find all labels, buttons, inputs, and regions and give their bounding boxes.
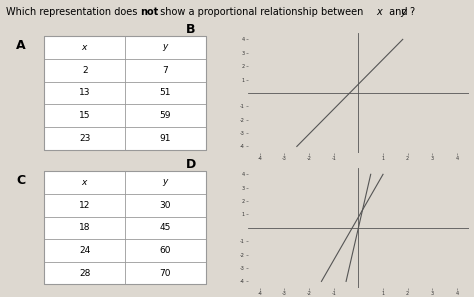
Text: 51: 51 <box>160 89 171 97</box>
Text: 60: 60 <box>160 246 171 255</box>
Text: 28: 28 <box>79 269 91 278</box>
Text: 24: 24 <box>79 246 91 255</box>
Text: not: not <box>140 7 158 18</box>
Text: $x$: $x$ <box>81 43 89 52</box>
Text: and: and <box>386 7 410 18</box>
Text: 91: 91 <box>160 134 171 143</box>
Text: $x$: $x$ <box>376 7 384 18</box>
Text: 15: 15 <box>79 111 91 120</box>
Text: 45: 45 <box>160 223 171 232</box>
Bar <box>45 171 206 285</box>
Text: $x$: $x$ <box>81 178 89 187</box>
Text: 2: 2 <box>82 66 88 75</box>
Text: 59: 59 <box>160 111 171 120</box>
Text: $y$: $y$ <box>162 177 169 188</box>
Text: 7: 7 <box>163 66 168 75</box>
Text: 18: 18 <box>79 223 91 232</box>
Text: A: A <box>16 39 26 52</box>
Text: Which representation does: Which representation does <box>6 7 141 18</box>
Bar <box>45 36 206 149</box>
Text: $y$: $y$ <box>162 42 169 53</box>
Text: 30: 30 <box>160 201 171 210</box>
Text: ?: ? <box>409 7 414 18</box>
Text: $y$: $y$ <box>400 7 408 19</box>
Text: B: B <box>185 23 195 36</box>
Text: 13: 13 <box>79 89 91 97</box>
Text: 12: 12 <box>79 201 91 210</box>
Text: C: C <box>16 174 26 187</box>
Text: 70: 70 <box>160 269 171 278</box>
Text: D: D <box>185 158 196 171</box>
Text: show a proportional relationship between: show a proportional relationship between <box>157 7 367 18</box>
Text: 23: 23 <box>79 134 91 143</box>
